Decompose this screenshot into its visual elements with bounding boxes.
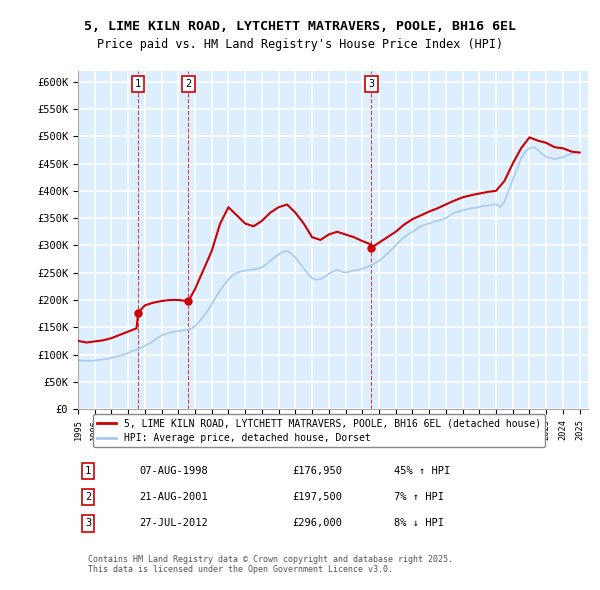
Text: 27-JUL-2012: 27-JUL-2012: [139, 519, 208, 529]
Text: £176,950: £176,950: [292, 466, 342, 476]
Text: 1: 1: [135, 79, 142, 89]
Legend: 5, LIME KILN ROAD, LYTCHETT MATRAVERS, POOLE, BH16 6EL (detached house), HPI: Av: 5, LIME KILN ROAD, LYTCHETT MATRAVERS, P…: [93, 415, 545, 447]
Text: Contains HM Land Registry data © Crown copyright and database right 2025.
This d: Contains HM Land Registry data © Crown c…: [88, 555, 453, 574]
Text: 8% ↓ HPI: 8% ↓ HPI: [394, 519, 444, 529]
Text: 7% ↑ HPI: 7% ↑ HPI: [394, 492, 444, 502]
Text: 2: 2: [85, 492, 91, 502]
Text: 45% ↑ HPI: 45% ↑ HPI: [394, 466, 451, 476]
Text: £197,500: £197,500: [292, 492, 342, 502]
Text: 3: 3: [368, 79, 374, 89]
Text: 07-AUG-1998: 07-AUG-1998: [139, 466, 208, 476]
Text: 3: 3: [85, 519, 91, 529]
Text: 21-AUG-2001: 21-AUG-2001: [139, 492, 208, 502]
Text: Price paid vs. HM Land Registry's House Price Index (HPI): Price paid vs. HM Land Registry's House …: [97, 38, 503, 51]
Text: 2: 2: [185, 79, 191, 89]
Text: 5, LIME KILN ROAD, LYTCHETT MATRAVERS, POOLE, BH16 6EL: 5, LIME KILN ROAD, LYTCHETT MATRAVERS, P…: [84, 20, 516, 33]
Text: £296,000: £296,000: [292, 519, 342, 529]
Text: 1: 1: [85, 466, 91, 476]
